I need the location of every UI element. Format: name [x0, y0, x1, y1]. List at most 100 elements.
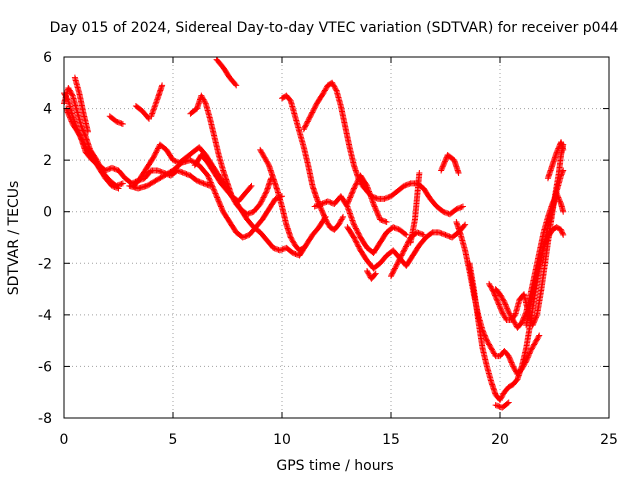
data-point [64, 108, 71, 115]
data-point [80, 139, 87, 146]
data-point [153, 99, 160, 106]
data-point [372, 204, 379, 211]
data-point [201, 180, 208, 187]
data-point [403, 231, 410, 238]
data-point [332, 86, 339, 93]
data-point [248, 209, 255, 216]
data-point [68, 117, 75, 124]
data-point [111, 165, 118, 172]
data-point [263, 189, 270, 196]
data-point [108, 164, 115, 171]
data-point [200, 180, 207, 187]
data-point [366, 271, 373, 278]
data-point [350, 186, 357, 193]
data-point [66, 113, 73, 120]
data-point [499, 393, 506, 400]
data-point [379, 217, 386, 224]
data-point [545, 233, 552, 240]
data-point [344, 200, 351, 207]
data-point [491, 291, 498, 298]
data-point [349, 188, 356, 195]
data-point [419, 231, 426, 238]
data-point [208, 180, 215, 187]
data-point [214, 194, 221, 201]
data-point [352, 237, 359, 244]
data-point [508, 360, 515, 367]
data-point [489, 286, 496, 293]
data-point [441, 158, 448, 165]
data-point [304, 119, 311, 126]
data-point [483, 336, 490, 343]
data-point [490, 349, 497, 356]
x-tick-label: 10 [273, 432, 291, 448]
data-point [310, 106, 317, 113]
data-point [301, 124, 308, 131]
data-point [499, 295, 506, 302]
data-point [257, 200, 264, 207]
data-point [439, 163, 446, 170]
data-point [199, 95, 206, 102]
data-point [352, 224, 359, 231]
data-point [321, 88, 328, 95]
data-point [395, 258, 402, 265]
data-point [499, 310, 506, 317]
data-point [530, 319, 537, 326]
y-tick-label: -8 [38, 411, 52, 427]
data-point [365, 187, 372, 194]
data-point [112, 184, 119, 191]
data-point [364, 268, 371, 275]
data-point [366, 188, 373, 195]
data-point [81, 131, 88, 138]
data-point [530, 342, 537, 349]
data-point [486, 342, 493, 349]
x-tick-label: 25 [600, 432, 618, 448]
data-point [110, 165, 117, 172]
data-point [344, 204, 351, 211]
data-point [207, 179, 214, 186]
data-point [103, 166, 110, 173]
y-tick-label: -6 [38, 359, 52, 375]
data-point [383, 219, 390, 226]
data-point [315, 202, 322, 209]
data-point [265, 161, 272, 168]
data-point [349, 189, 356, 196]
data-point [510, 363, 517, 370]
data-point [461, 222, 468, 229]
data-point [382, 218, 389, 225]
data-point [351, 184, 358, 191]
data-point [373, 195, 380, 202]
satellite-track [523, 224, 567, 329]
satellite-track [132, 102, 153, 122]
data-point [68, 91, 75, 98]
data-point [320, 211, 327, 218]
data-point [506, 310, 513, 317]
data-point [260, 151, 267, 158]
data-point [370, 199, 377, 206]
data-point [453, 206, 460, 213]
data-point [486, 280, 493, 287]
data-point [544, 235, 551, 242]
data-point [495, 403, 502, 410]
data-point [170, 157, 176, 164]
data-point [504, 400, 511, 407]
data-point [338, 216, 345, 223]
data-point [368, 195, 375, 202]
data-point [557, 199, 564, 206]
data-point [66, 87, 73, 94]
data-point [320, 90, 327, 97]
data-point [553, 149, 560, 156]
data-point [311, 203, 318, 210]
data-point [288, 235, 295, 242]
data-point [418, 230, 425, 237]
data-point [320, 212, 327, 219]
data-point [154, 96, 161, 103]
data-point [354, 228, 361, 235]
data-point [438, 230, 445, 237]
data-point [398, 252, 405, 259]
data-point [440, 208, 447, 215]
data-point [347, 211, 354, 218]
data-point [290, 239, 297, 246]
data-point [81, 130, 88, 137]
data-point [153, 98, 160, 105]
